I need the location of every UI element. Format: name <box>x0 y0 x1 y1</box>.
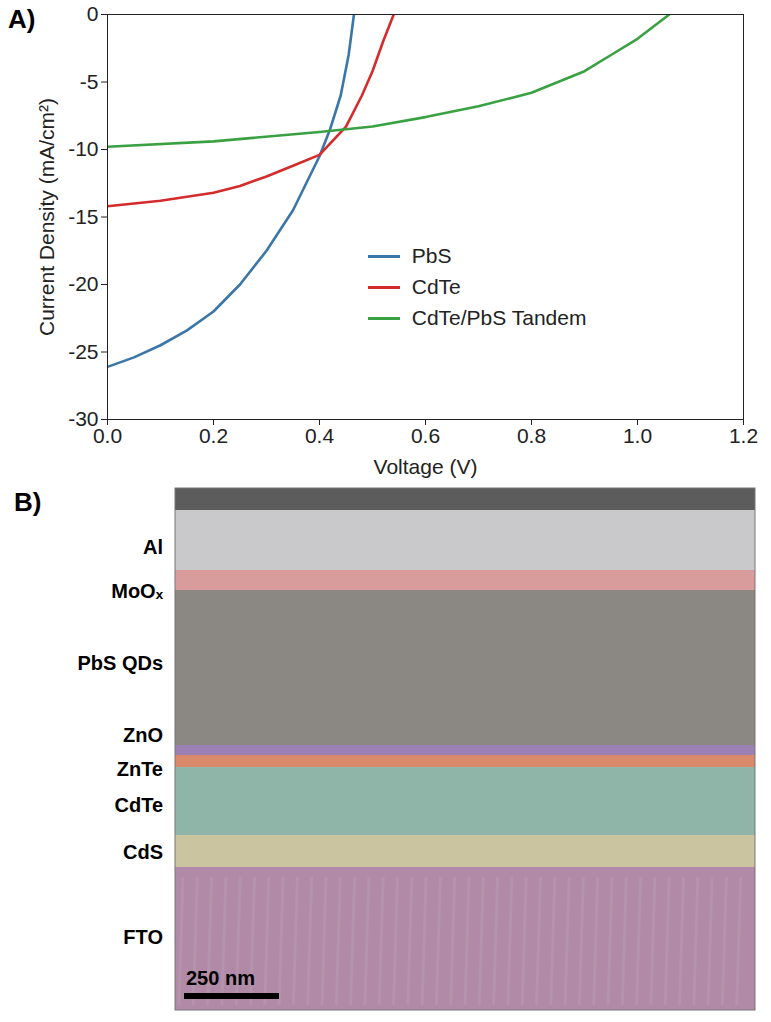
svg-text:Current Density (mA/cm²): Current Density (mA/cm²) <box>35 98 58 336</box>
svg-text:ZnTe: ZnTe <box>117 758 163 780</box>
svg-text:-20: -20 <box>68 272 98 295</box>
svg-text:-15: -15 <box>68 205 98 228</box>
svg-text:PbS QDs: PbS QDs <box>77 652 163 674</box>
svg-text:-25: -25 <box>68 340 98 363</box>
svg-text:ZnO: ZnO <box>123 724 163 746</box>
svg-text:CdTe: CdTe <box>114 794 163 816</box>
html-text:B): B) <box>14 487 42 517</box>
html-text:PbS: PbS <box>411 244 452 268</box>
svg-text:-5: -5 <box>80 70 99 93</box>
svg-text:0.4: 0.4 <box>305 424 335 447</box>
svg-text:0.0: 0.0 <box>93 424 122 447</box>
html-text:A): A) <box>8 4 36 34</box>
svg-text:FTO: FTO <box>123 926 163 948</box>
svg-text:0: 0 <box>87 2 99 25</box>
html-text:CdTe/PbS Tandem: CdTe/PbS Tandem <box>411 306 587 330</box>
svg-text:CdS: CdS <box>123 841 163 863</box>
svg-text:250 nm: 250 nm <box>186 967 255 989</box>
svg-text:-30: -30 <box>68 407 99 431</box>
svg-text:0.6: 0.6 <box>411 424 440 447</box>
svg-text:Al: Al <box>143 536 163 558</box>
svg-text:1.0: 1.0 <box>623 424 652 447</box>
svg-text:Voltage (V): Voltage (V) <box>374 455 478 478</box>
svg-text:1.2: 1.2 <box>729 424 758 447</box>
svg-text:-10: -10 <box>68 137 98 160</box>
svg-text:MoOₓ: MoOₓ <box>111 580 163 602</box>
html-text:CdTe: CdTe <box>411 275 461 299</box>
svg-text:0.8: 0.8 <box>517 424 546 447</box>
svg-text:0.2: 0.2 <box>199 424 228 447</box>
